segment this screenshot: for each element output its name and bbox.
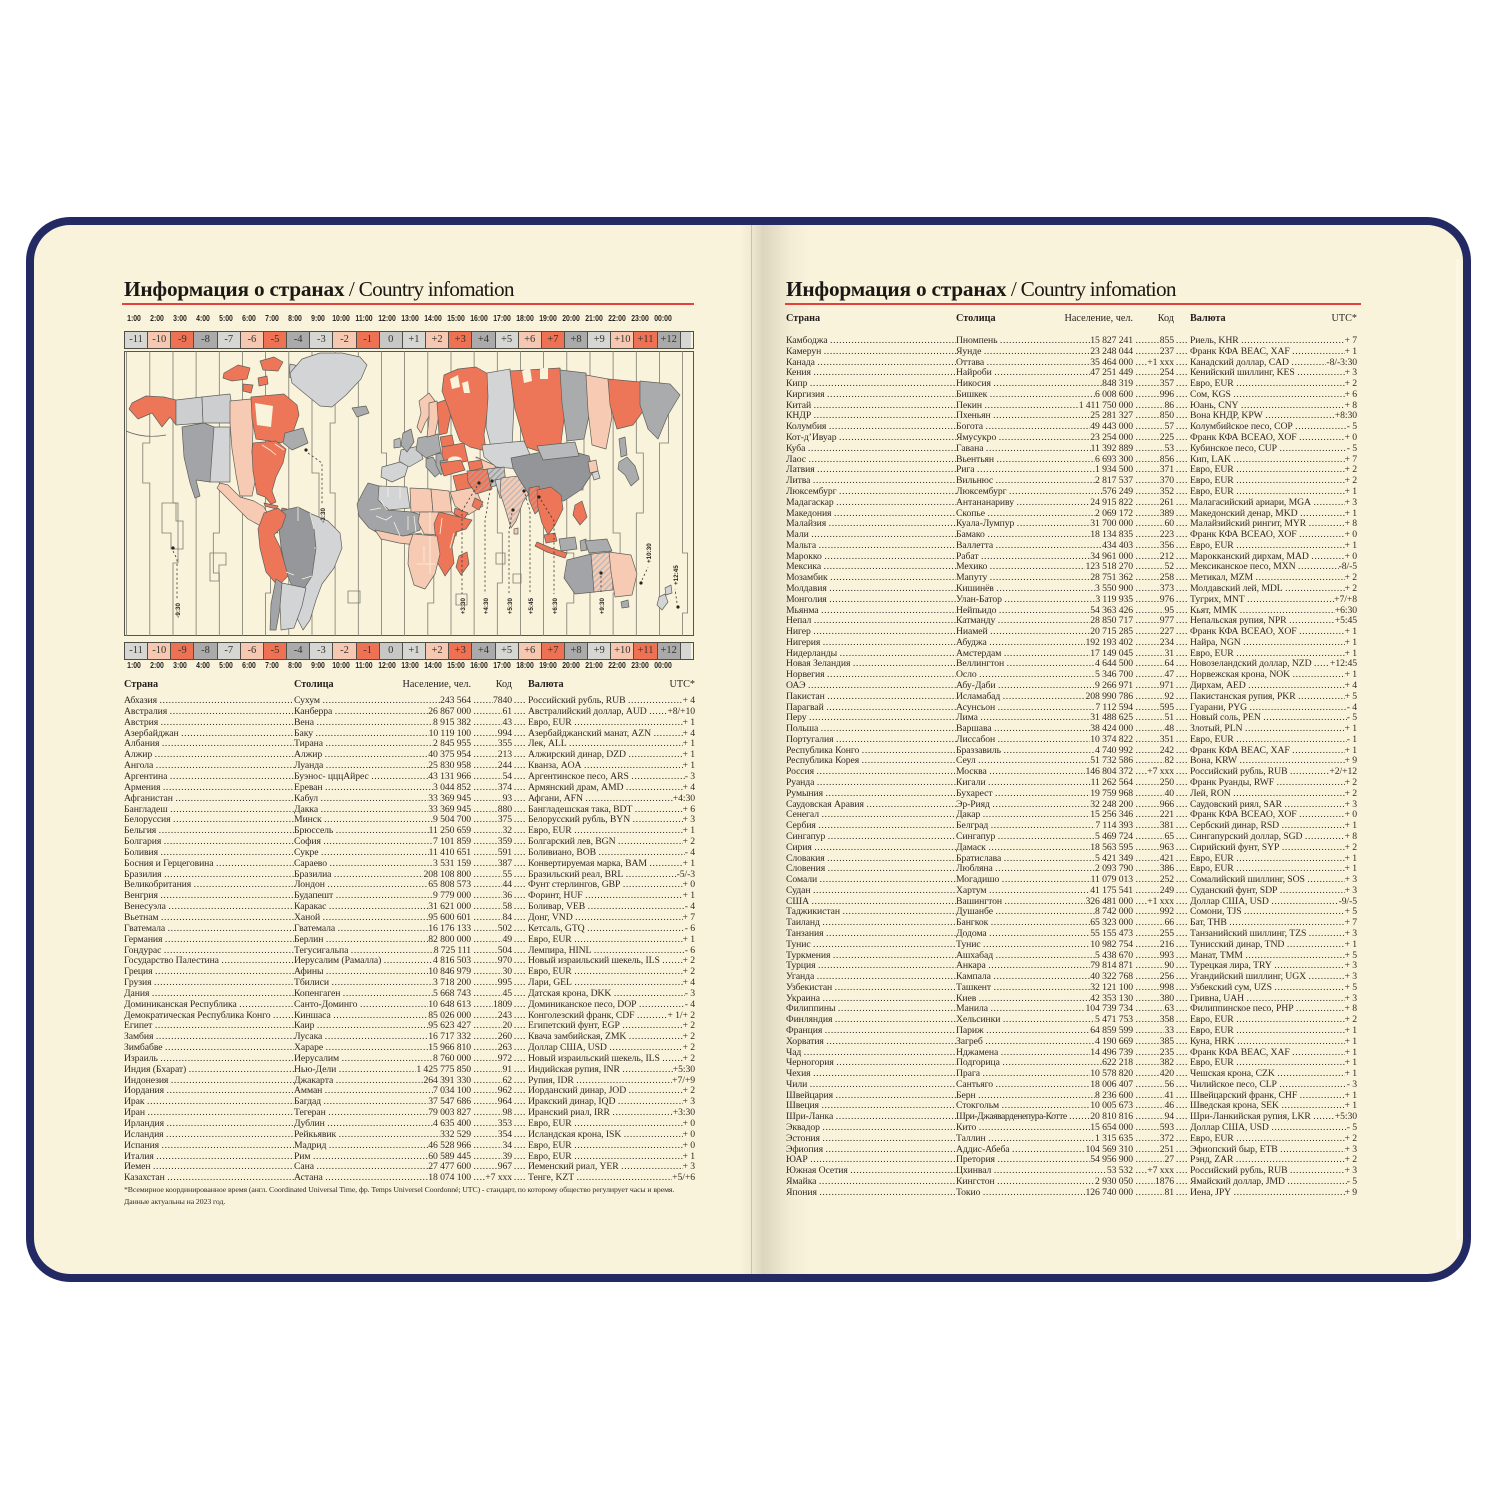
svg-text:+4:30: +4:30	[483, 598, 490, 615]
svg-text:+6:30: +6:30	[552, 598, 559, 615]
svg-text:+5:30: +5:30	[507, 598, 514, 615]
svg-text:+12:45: +12:45	[673, 565, 680, 585]
svg-text:+3:30: +3:30	[460, 598, 467, 615]
svg-text:+5:45: +5:45	[528, 598, 535, 615]
svg-text:-3:30: -3:30	[320, 508, 327, 523]
svg-text:-9:30: -9:30	[175, 603, 182, 618]
svg-text:+10:30: +10:30	[646, 543, 653, 563]
svg-text:+9:30: +9:30	[599, 598, 606, 615]
